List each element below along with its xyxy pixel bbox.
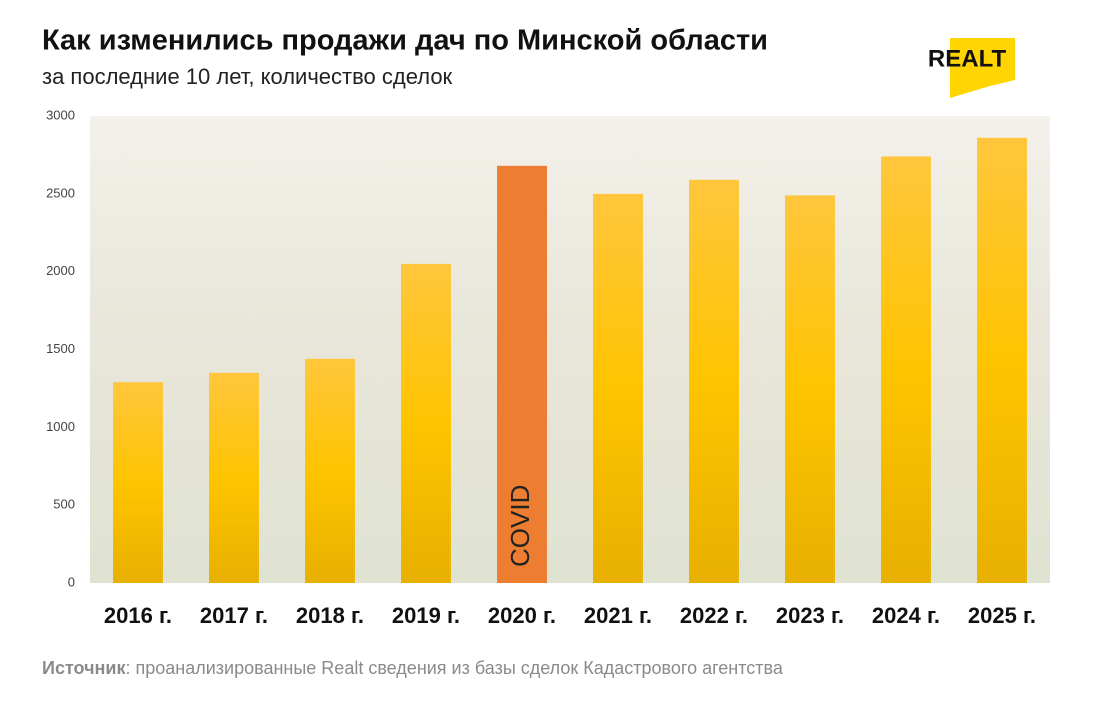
logo-shape [950, 38, 1015, 98]
y-tick-label: 1500 [46, 341, 75, 356]
x-tick-label: 2017 г. [200, 603, 268, 628]
y-tick-label: 500 [53, 497, 75, 512]
bar [593, 193, 643, 584]
x-tick-label: 2025 г. [968, 603, 1036, 628]
source: Источник: проанализированные Realt сведе… [42, 658, 784, 678]
y-tick-label: 2000 [46, 263, 75, 278]
bar [977, 137, 1027, 583]
source-text: : проанализированные Realt сведения из б… [125, 658, 783, 678]
y-tick-label: 3000 [46, 107, 75, 122]
x-tick-label: 2016 г. [104, 603, 172, 628]
x-tick-label: 2018 г. [296, 603, 364, 628]
y-tick-label: 2500 [46, 185, 75, 200]
bar [305, 358, 355, 583]
x-tick-label: 2020 г. [488, 603, 556, 628]
bar [785, 195, 835, 583]
chart-subtitle: за последние 10 лет, количество сделок [42, 64, 453, 89]
x-tick-label: 2019 г. [392, 603, 460, 628]
source-label: Источник [42, 658, 126, 678]
bar [113, 382, 163, 583]
y-tick-label: 1000 [46, 419, 75, 434]
x-tick-label: 2023 г. [776, 603, 844, 628]
x-tick-label: 2022 г. [680, 603, 748, 628]
bar [881, 156, 931, 583]
annotation: COVID [505, 485, 535, 567]
bar [209, 372, 259, 583]
x-tick-label: 2024 г. [872, 603, 940, 628]
chart-title: Как изменились продажи дач по Минской об… [42, 25, 768, 57]
x-tick-label: 2021 г. [584, 603, 652, 628]
bar [497, 165, 547, 583]
y-tick-label: 0 [68, 574, 75, 589]
bar [401, 263, 451, 583]
logo: REALT [928, 45, 1007, 72]
bar [689, 179, 739, 583]
